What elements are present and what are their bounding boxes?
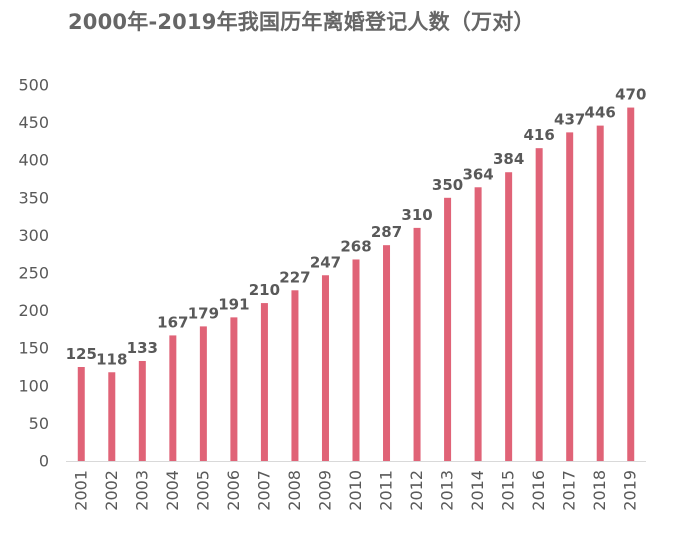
bar bbox=[291, 290, 299, 461]
x-tick-label: 2018 bbox=[590, 470, 609, 511]
y-tick-label: 250 bbox=[18, 264, 49, 283]
y-axis: 0 50 100 150 200 250 300 350 400 450 500 bbox=[18, 76, 49, 471]
bar bbox=[138, 360, 146, 461]
y-tick-label: 100 bbox=[18, 376, 49, 395]
x-tick-label: 2015 bbox=[499, 470, 518, 511]
chart-title: 2000年-2019年我国历年离婚登记人数（万对） bbox=[68, 10, 535, 34]
x-tick-label: 2002 bbox=[102, 470, 121, 511]
x-tick-label: 2013 bbox=[438, 470, 457, 511]
x-axis: 2001 2002 2003 2004 2005 2006 2007 2008 2009 2010… bbox=[66, 461, 646, 511]
data-label: 350 bbox=[432, 176, 463, 194]
x-tick-label: 2001 bbox=[71, 470, 90, 511]
bar bbox=[77, 367, 85, 461]
x-tick-label: 2012 bbox=[407, 470, 426, 511]
data-label: 384 bbox=[493, 150, 524, 168]
bar bbox=[444, 197, 452, 462]
bar bbox=[260, 303, 268, 461]
x-tick-label: 2016 bbox=[529, 470, 548, 511]
x-tick-label: 2003 bbox=[132, 470, 151, 511]
data-label: 118 bbox=[96, 350, 127, 368]
bar bbox=[627, 107, 635, 461]
x-tick-label: 2004 bbox=[163, 470, 182, 511]
bar bbox=[535, 148, 543, 461]
data-label: 247 bbox=[310, 253, 341, 271]
data-label: 470 bbox=[615, 86, 646, 104]
bar bbox=[352, 259, 360, 461]
x-tick-label: 2017 bbox=[560, 470, 579, 511]
x-tick-label: 2008 bbox=[285, 470, 304, 511]
bar-series bbox=[77, 107, 635, 462]
data-label: 446 bbox=[585, 104, 616, 122]
bar bbox=[199, 326, 207, 461]
data-label: 191 bbox=[218, 295, 249, 313]
x-tick-label: 2011 bbox=[377, 470, 396, 511]
data-label: 133 bbox=[127, 339, 158, 357]
data-label: 179 bbox=[188, 304, 219, 322]
y-tick-label: 300 bbox=[18, 226, 49, 245]
y-tick-label: 0 bbox=[39, 452, 49, 471]
data-label: 416 bbox=[524, 126, 555, 144]
y-tick-label: 150 bbox=[18, 339, 49, 358]
bar bbox=[596, 125, 604, 461]
x-tick-label: 2006 bbox=[224, 470, 243, 511]
x-tick-label: 2010 bbox=[346, 470, 365, 511]
data-label: 210 bbox=[249, 281, 280, 299]
x-tick-label: 2007 bbox=[254, 470, 273, 511]
x-tick-label: 2019 bbox=[621, 470, 640, 511]
bar bbox=[566, 132, 574, 461]
data-label: 167 bbox=[157, 313, 188, 331]
y-tick-label: 350 bbox=[18, 188, 49, 207]
bar bbox=[169, 335, 177, 461]
bar bbox=[321, 275, 329, 461]
y-tick-label: 200 bbox=[18, 301, 49, 320]
bar bbox=[108, 372, 116, 461]
y-tick-label: 500 bbox=[18, 76, 49, 95]
data-label: 227 bbox=[279, 268, 310, 286]
data-labels: 125 1181331671791912102272472682873103503… bbox=[66, 86, 647, 369]
bar bbox=[413, 227, 421, 461]
bar bbox=[505, 172, 513, 461]
x-tick-label: 2009 bbox=[315, 470, 334, 511]
x-tick-label: 2005 bbox=[193, 470, 212, 511]
bar bbox=[383, 245, 391, 461]
data-label: 125 bbox=[66, 345, 97, 363]
x-tick-label: 2014 bbox=[468, 470, 487, 511]
y-tick-label: 50 bbox=[29, 414, 49, 433]
data-label: 268 bbox=[340, 237, 371, 255]
bar bbox=[230, 317, 238, 461]
data-label: 437 bbox=[554, 110, 585, 128]
y-tick-label: 450 bbox=[18, 113, 49, 132]
data-label: 364 bbox=[462, 165, 493, 183]
y-tick-label: 400 bbox=[18, 151, 49, 170]
data-label: 287 bbox=[371, 223, 402, 241]
bar bbox=[474, 187, 482, 461]
data-label: 310 bbox=[401, 206, 432, 224]
